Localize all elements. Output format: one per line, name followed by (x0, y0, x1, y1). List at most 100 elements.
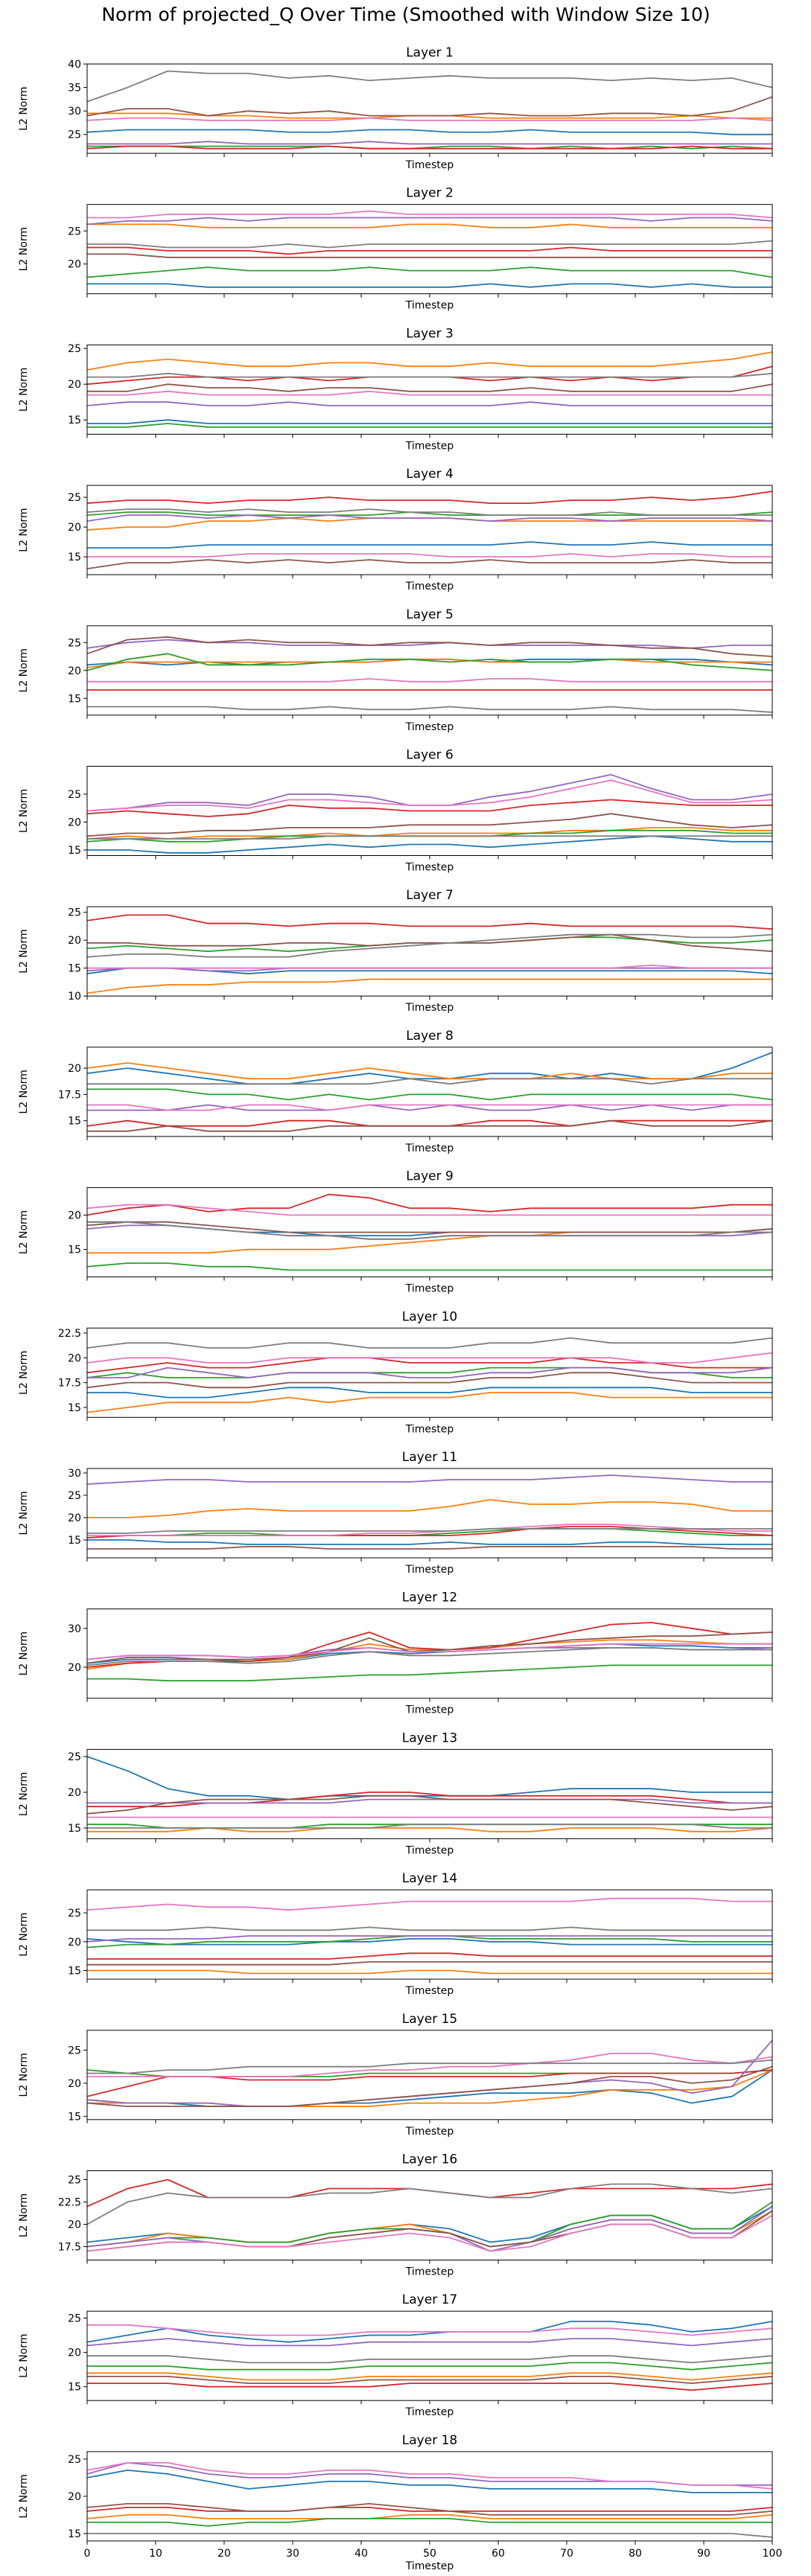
subplot-title: Layer 10 (402, 1309, 457, 1324)
subplot-title: Layer 4 (406, 467, 454, 482)
series-line (87, 1499, 772, 1518)
subplot-layer-11: Layer 11 15 20 25 30 Timestep L2 Norm (18, 1450, 773, 1576)
series-line (87, 2375, 773, 2385)
series-line (86, 636, 773, 657)
series-line (86, 559, 772, 569)
y-tick-label: 15 (68, 2111, 81, 2123)
series-line (86, 1337, 773, 1349)
x-axis-label: Timestep (405, 1002, 454, 1014)
y-axis-label: L2 Norm (18, 2053, 30, 2097)
series-line (86, 1794, 773, 1815)
subplot-layer-17: Layer 17 15 20 25 Timestep L2 Norm (18, 2292, 773, 2418)
subplot-layer-10: Layer 10 15 17.5 20 22.5 Timestep L2 Norm (18, 1309, 773, 1435)
subplot-title: Layer 9 (406, 1169, 454, 1184)
series-line (87, 541, 772, 549)
plot-frame (86, 2310, 773, 2401)
series-line (87, 423, 772, 428)
x-tick-label: 30 (286, 2548, 299, 2560)
series-line (86, 1119, 772, 1127)
plot-frame (86, 1889, 773, 1980)
series-line (87, 2532, 773, 2538)
y-tick-label: 20 (68, 665, 81, 677)
series-line (86, 217, 773, 226)
figure-title: Norm of projected_Q Over Time (Smoothed … (101, 4, 710, 25)
series-line (86, 1062, 772, 1080)
subplot-layer-14: Layer 14 15 20 25 Timestep L2 Norm (18, 1871, 773, 1997)
y-axis-label: L2 Norm (18, 508, 30, 552)
x-axis-label: Timestep (405, 1985, 454, 1997)
y-tick-label: 20 (68, 522, 81, 534)
y-tick-label: 25 (68, 1908, 81, 1920)
subplot-title: Layer 15 (402, 2012, 457, 2027)
y-axis-label: L2 Norm (18, 1070, 30, 1113)
y-axis-label: L2 Norm (18, 1631, 30, 1675)
series-line (87, 383, 773, 392)
x-tick-label: 20 (217, 2548, 231, 2560)
y-tick-label: 17.5 (58, 1089, 81, 1101)
y-axis-label: L2 Norm (18, 1912, 30, 1956)
y-axis-label: L2 Norm (18, 368, 30, 412)
subplot-title: Layer 6 (406, 748, 454, 763)
series-line (87, 1221, 772, 1240)
series-line (86, 1204, 772, 1216)
series-line (86, 1357, 772, 1374)
y-tick-label: 10 (68, 991, 81, 1003)
series-line (87, 1104, 772, 1111)
y-tick-label: 30 (68, 1468, 81, 1480)
y-axis-label: L2 Norm (18, 648, 30, 692)
y-tick-label: 15 (68, 963, 81, 975)
series-line (87, 706, 773, 713)
series-line (86, 266, 773, 278)
series-line (87, 678, 772, 683)
series-line (87, 1104, 772, 1111)
series-line (86, 2321, 773, 2343)
series-line (87, 1387, 772, 1399)
series-line (86, 653, 773, 671)
y-tick-label: 25 (68, 226, 81, 237)
subplot-layer-13: Layer 13 15 20 25 Timestep L2 Norm (18, 1730, 773, 1856)
y-tick-label: 25 (68, 130, 81, 141)
series-line (86, 1392, 772, 1413)
y-tick-label: 25 (68, 2454, 81, 2466)
series-line (86, 2065, 773, 2107)
y-axis-label: L2 Norm (18, 1491, 30, 1535)
subplot-title: Layer 14 (402, 1871, 457, 1886)
subplot-layer-3: Layer 3 15 20 25 Timestep L2 Norm (18, 326, 773, 452)
series-line (86, 2506, 773, 2512)
y-tick-label: 20 (68, 1937, 81, 1949)
series-line (87, 372, 773, 378)
series-line (86, 1935, 772, 1949)
series-line (86, 517, 772, 531)
series-line (86, 401, 772, 406)
subplot-title: Layer 16 (402, 2152, 457, 2167)
series-line (86, 508, 772, 516)
x-tick-label: 50 (423, 2548, 436, 2560)
series-line (87, 145, 773, 150)
series-line (86, 2214, 773, 2252)
series-line (87, 1969, 772, 1975)
plot-frame (86, 1608, 773, 1699)
series-line (87, 1824, 772, 1829)
subplot-title: Layer 1 (406, 45, 454, 60)
y-tick-label: 20 (68, 1210, 81, 1222)
y-tick-label: 17.5 (58, 1378, 81, 1390)
series-line (86, 1622, 773, 1668)
subplot-title: Layer 2 (406, 186, 454, 201)
series-line (86, 978, 772, 994)
series-line (86, 1631, 773, 1664)
y-tick-label: 15 (68, 1823, 81, 1835)
y-tick-label: 20 (68, 2219, 81, 2231)
y-tick-label: 25 (68, 907, 81, 919)
series-line (87, 419, 772, 424)
x-axis-label: Timestep (405, 1423, 454, 1435)
series-line (86, 96, 773, 117)
x-tick-label: 80 (629, 2548, 642, 2560)
x-axis-label: Timestep (405, 2560, 454, 2572)
series-line (87, 553, 772, 557)
x-axis-label: Timestep (405, 2406, 454, 2418)
y-axis-label: L2 Norm (18, 227, 30, 271)
series-line (86, 1935, 772, 1943)
series-line (86, 490, 773, 504)
y-tick-label: 15 (68, 1402, 81, 1414)
y-tick-label: 25 (68, 2313, 81, 2324)
